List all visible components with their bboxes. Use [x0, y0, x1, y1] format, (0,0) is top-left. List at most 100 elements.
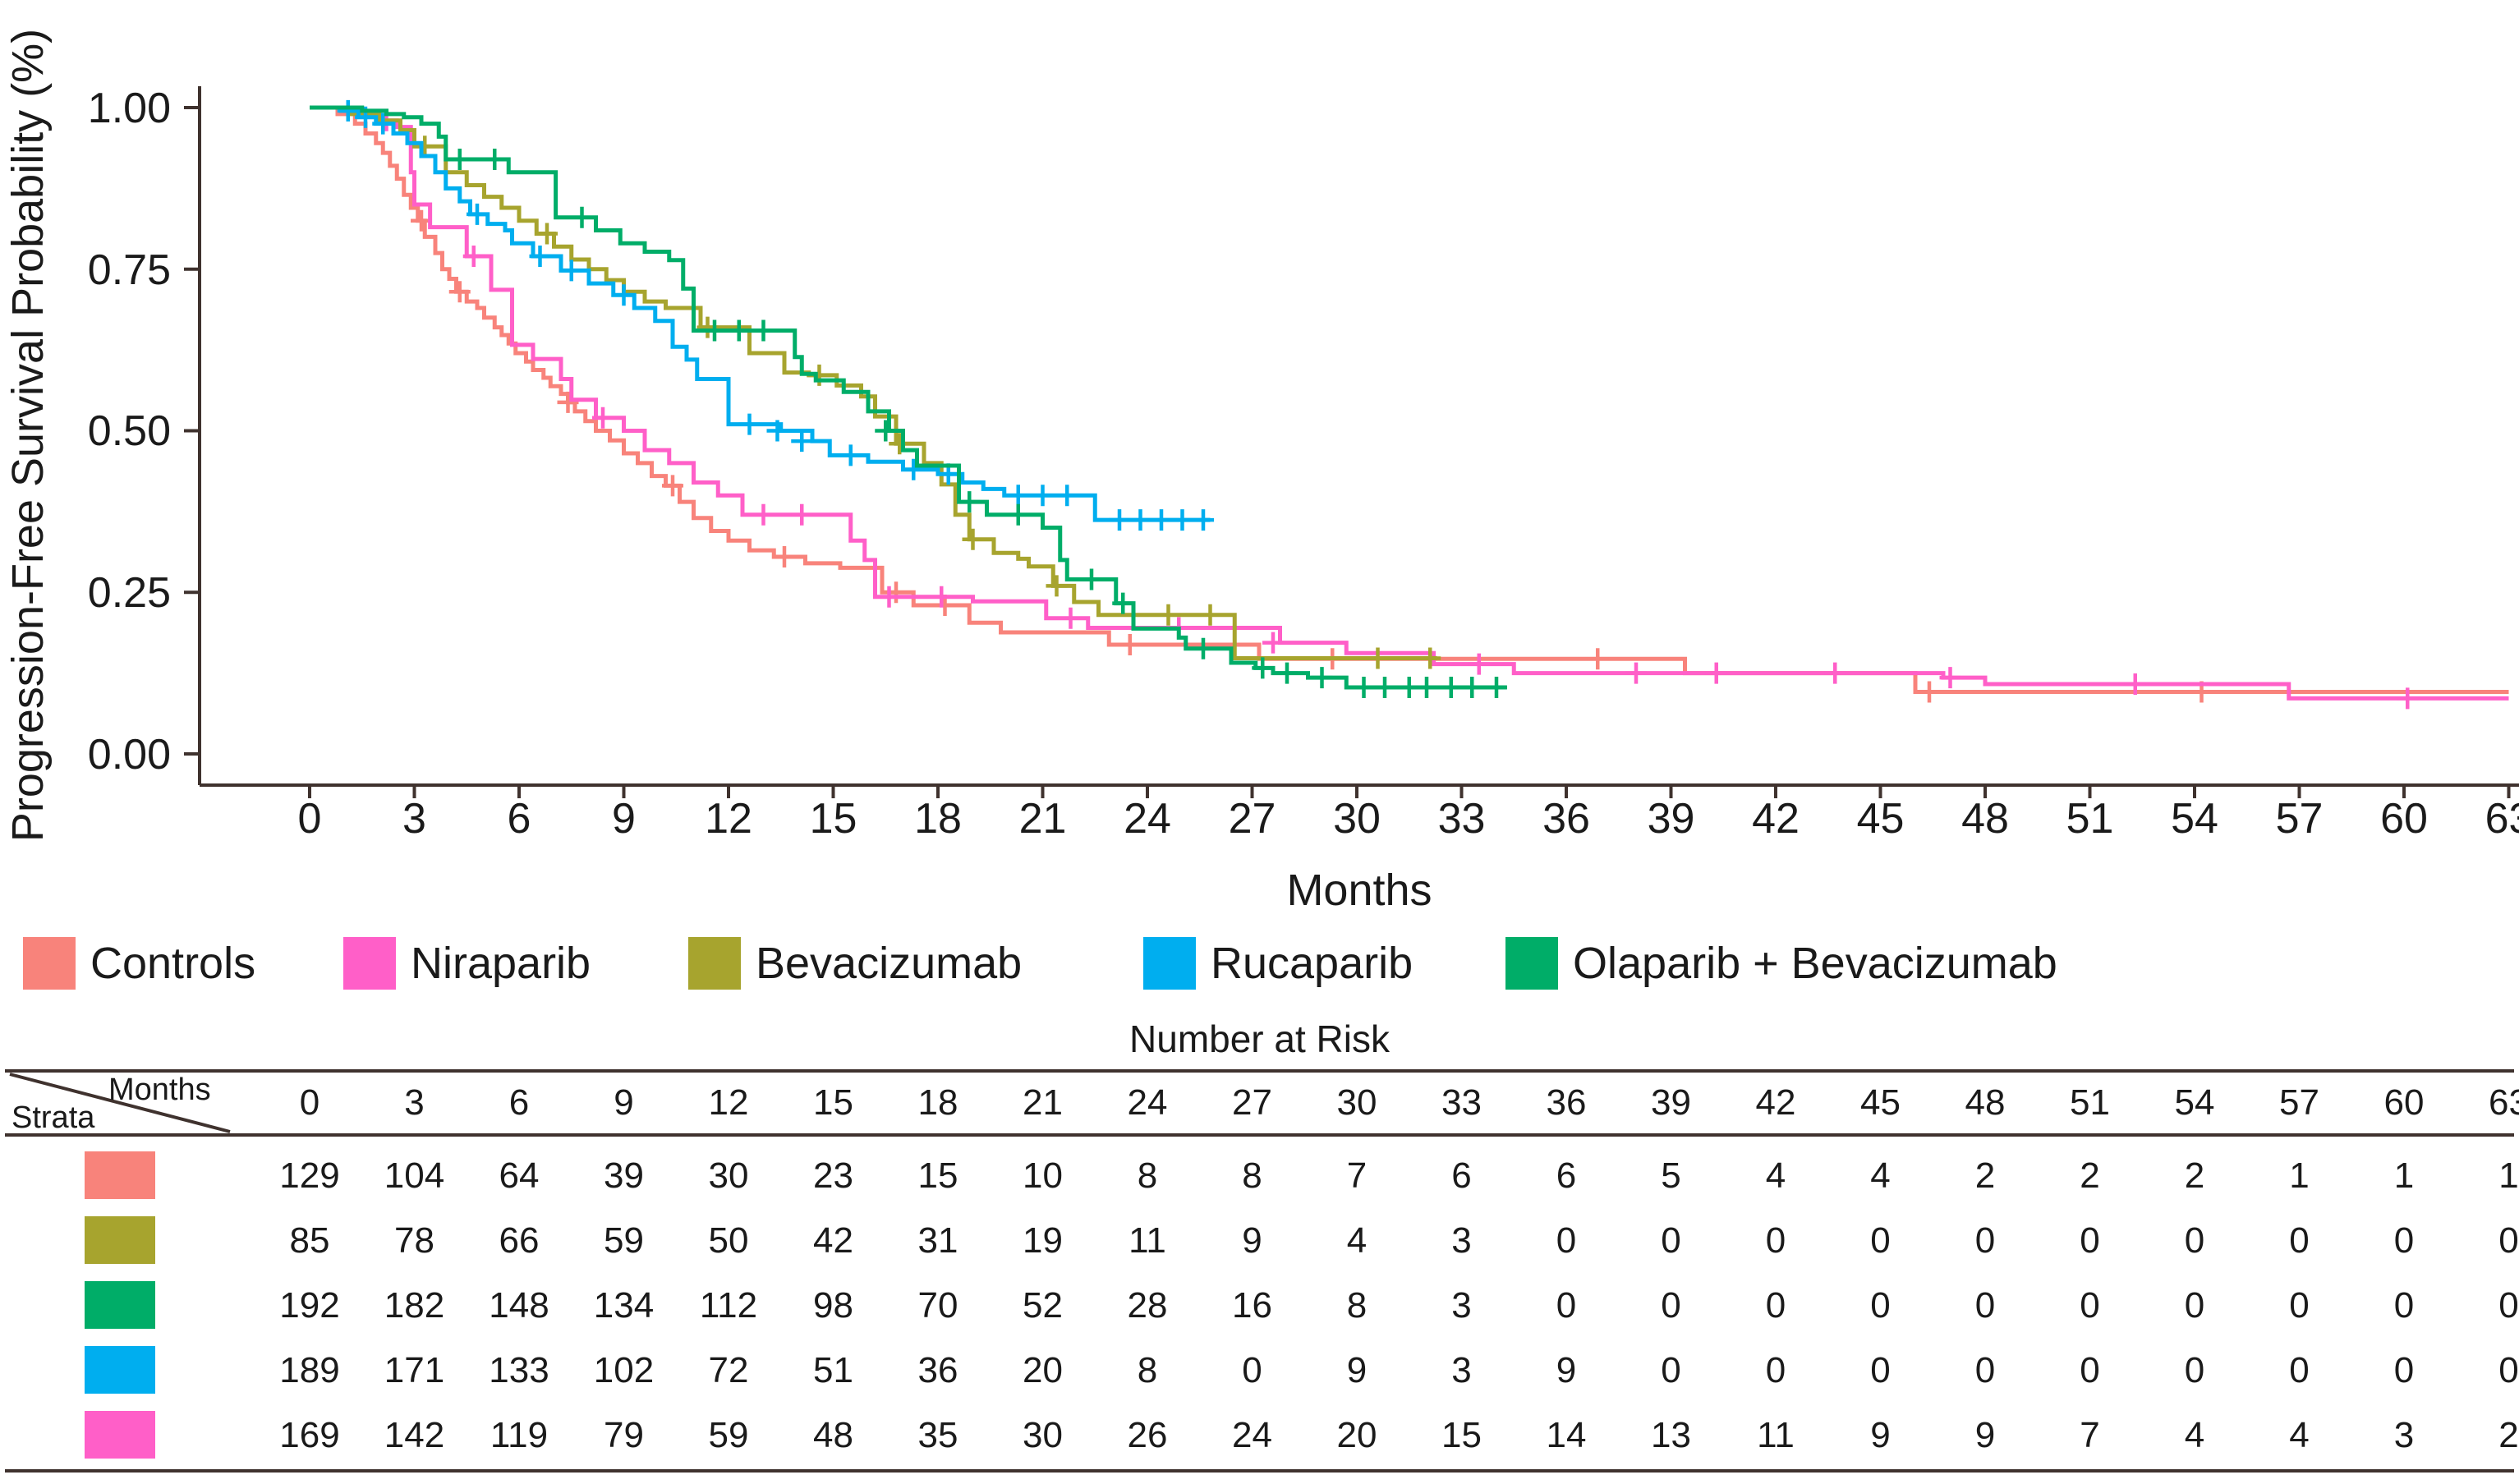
- risk-cell: 13: [1651, 1415, 1691, 1455]
- risk-cell: 0: [2498, 1285, 2519, 1325]
- risk-cell: 189: [279, 1350, 340, 1390]
- survival-plot: Progression-Free Survival Probability (%…: [3, 29, 2519, 915]
- censor-marks-niraparib: [375, 109, 2419, 710]
- x-tick-label: 0: [298, 795, 322, 843]
- risk-cell: 0: [1974, 1350, 1996, 1390]
- risk-cell: 112: [699, 1285, 758, 1325]
- risk-month-header: 0: [299, 1082, 320, 1123]
- x-tick-label: 54: [2171, 795, 2218, 843]
- risk-cell: 133: [489, 1350, 549, 1390]
- risk-cell: 0: [2498, 1220, 2519, 1261]
- risk-cell: 4: [1346, 1220, 1368, 1261]
- risk-cell: 0: [1556, 1220, 1577, 1261]
- risk-cell: 0: [2393, 1220, 2415, 1261]
- risk-month-header: 18: [917, 1082, 958, 1123]
- risk-cell: 0: [1765, 1350, 1786, 1390]
- risk-cell: 3: [1451, 1350, 1472, 1390]
- km-curve-olaparib-bevacizumab: [310, 105, 1507, 690]
- risk-month-header: 12: [708, 1082, 749, 1123]
- risk-cell: 59: [604, 1220, 644, 1261]
- y-tick-label: 0.00: [88, 731, 171, 779]
- risk-cell: 169: [279, 1415, 340, 1455]
- risk-cell: 2: [2080, 1155, 2100, 1196]
- risk-cell: 8: [1346, 1285, 1368, 1325]
- risk-cell: 5: [1661, 1155, 1681, 1196]
- strata-swatch-icon: [85, 1281, 155, 1329]
- risk-month-header: 63: [2489, 1082, 2519, 1123]
- x-tick-label: 51: [2066, 795, 2114, 843]
- risk-cell: 19: [1023, 1220, 1063, 1261]
- risk-cell: 182: [384, 1285, 445, 1325]
- legend-item-bevacizumab: Bevacizumab: [688, 935, 1022, 992]
- risk-cell: 51: [813, 1350, 853, 1390]
- risk-cell: 1: [2498, 1155, 2519, 1196]
- risk-cell: 6: [1556, 1155, 1577, 1196]
- risk-cell: 0: [1242, 1350, 1262, 1390]
- risk-cell: 0: [2393, 1285, 2415, 1325]
- risk-month-header: 9: [614, 1082, 634, 1123]
- y-tick-label: 0.50: [88, 407, 171, 455]
- censor-marks-rucaparib: [337, 99, 1214, 531]
- risk-cell: 0: [1870, 1285, 1891, 1325]
- number-at-risk-table: Months Strata 0 3 6 9 12 15 18 21 24 27 30 33 36 39 42…: [0, 1069, 2519, 1480]
- x-tick-label: 45: [1857, 795, 1905, 843]
- risk-cell: 0: [2393, 1350, 2415, 1390]
- risk-cell: 0: [1661, 1285, 1681, 1325]
- risk-month-header: 3: [404, 1082, 425, 1123]
- x-tick-label: 27: [1229, 795, 1276, 843]
- bevacizumab-swatch-icon: [688, 937, 741, 990]
- risk-cell: 8: [1137, 1350, 1158, 1390]
- risk-cell: 0: [2184, 1350, 2205, 1390]
- risk-cell: 35: [917, 1415, 958, 1455]
- risk-cell: 23: [813, 1155, 853, 1196]
- risk-cell: 0: [2080, 1285, 2100, 1325]
- risk-month-header: 42: [1755, 1082, 1796, 1123]
- legend: Controls Niraparib Bevacizumab Rucaparib…: [0, 935, 2519, 995]
- x-tick-label: 30: [1333, 795, 1381, 843]
- risk-cell: 0: [2080, 1220, 2100, 1261]
- risk-month-header: 21: [1023, 1082, 1063, 1123]
- risk-cell: 79: [604, 1415, 644, 1455]
- risk-cell: 0: [2184, 1220, 2205, 1261]
- risk-cell: 0: [1870, 1350, 1891, 1390]
- x-tick-label: 3: [402, 795, 426, 843]
- x-tick-label: 15: [810, 795, 857, 843]
- risk-cell: 6: [1451, 1155, 1472, 1196]
- risk-month-header: 54: [2174, 1082, 2215, 1123]
- risk-cell: 0: [2080, 1350, 2100, 1390]
- risk-cell: 0: [2289, 1220, 2310, 1261]
- legend-item-olaparib-bevacizumab: Olaparib + Bevacizumab: [1505, 935, 2057, 992]
- risk-cell: 129: [279, 1155, 340, 1196]
- risk-cell: 192: [279, 1285, 340, 1325]
- risk-cell: 7: [2080, 1415, 2100, 1455]
- risk-month-header: 45: [1860, 1082, 1901, 1123]
- risk-month-header: 24: [1127, 1082, 1168, 1123]
- survival-curves: [310, 99, 2509, 710]
- risk-cell: 30: [708, 1155, 749, 1196]
- risk-cell: 0: [1556, 1285, 1577, 1325]
- km-curve-bevacizumab: [310, 105, 1437, 661]
- risk-cell: 9: [1870, 1415, 1891, 1455]
- risk-cell: 11: [1757, 1415, 1795, 1455]
- risk-cell: 52: [1023, 1285, 1063, 1325]
- risk-cell: 24: [1232, 1415, 1272, 1455]
- risk-cell: 98: [813, 1285, 853, 1325]
- risk-month-header: 51: [2070, 1082, 2110, 1123]
- risk-month-header: 27: [1232, 1082, 1272, 1123]
- risk-month-header: 33: [1441, 1082, 1482, 1123]
- risk-cell: 78: [394, 1220, 434, 1261]
- strata-swatch-icon: [85, 1151, 155, 1199]
- risk-cell: 20: [1023, 1350, 1063, 1390]
- risk-cell: 2: [1974, 1155, 1996, 1196]
- risk-cell: 134: [593, 1285, 655, 1325]
- risk-cell: 30: [1023, 1415, 1063, 1455]
- controls-swatch-icon: [23, 937, 76, 990]
- risk-cell: 0: [2184, 1285, 2205, 1325]
- corner-strata-label: Strata: [11, 1100, 95, 1135]
- x-tick-label: 36: [1542, 795, 1590, 843]
- risk-cell: 31: [917, 1220, 958, 1261]
- risk-cell: 1: [2289, 1155, 2310, 1196]
- risk-cell: 70: [917, 1285, 958, 1325]
